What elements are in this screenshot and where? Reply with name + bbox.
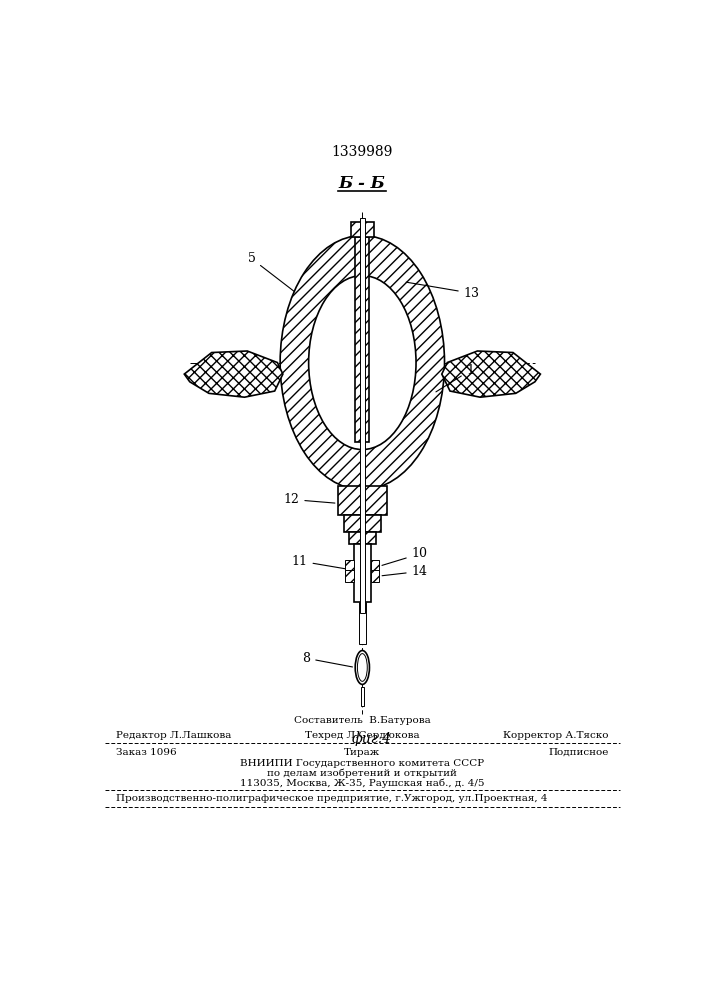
Bar [370,570,380,582]
Bar [338,486,387,515]
Text: Б - Б: Б - Б [339,175,386,192]
Bar [370,560,380,572]
Text: Производственно-полиграфическое предприятие, г.Ужгород, ул.Проектная, 4: Производственно-полиграфическое предприя… [116,794,547,803]
Text: по делам изобретений и открытий: по делам изобретений и открытий [267,769,457,778]
Text: Тираж: Тираж [344,748,380,757]
Text: 10: 10 [382,547,428,565]
Text: 14: 14 [382,565,428,578]
Text: 12: 12 [284,493,335,506]
Text: Подписное: Подписное [549,748,609,757]
Text: 5: 5 [247,252,294,292]
Bar [361,687,364,706]
Bar [354,544,370,602]
Bar [345,570,354,582]
Bar [344,515,381,532]
Polygon shape [442,351,540,397]
Bar [345,560,354,572]
Text: Составитель  В.Батурова: Составитель В.Батурова [294,716,431,725]
Polygon shape [185,351,283,397]
Bar [355,237,370,442]
Text: 1: 1 [436,364,474,392]
Text: 8: 8 [303,652,353,667]
Text: 1339989: 1339989 [332,145,393,159]
Text: Техред Л.Сердюкова: Техред Л.Сердюкова [305,732,420,740]
Ellipse shape [358,654,367,681]
Text: Заказ 1096: Заказ 1096 [116,748,176,757]
Bar [360,218,365,613]
Ellipse shape [309,276,416,450]
Text: 13: 13 [406,282,480,300]
Text: Корректор А.Тяско: Корректор А.Тяско [503,732,609,740]
Text: фиг.4: фиг.4 [351,731,392,746]
Text: 113035, Москва, Ж-35, Раушская наб., д. 4/5: 113035, Москва, Ж-35, Раушская наб., д. … [240,779,484,788]
Bar [351,222,374,237]
Ellipse shape [280,235,445,490]
Bar [349,532,376,544]
Text: Редактор Л.Лашкова: Редактор Л.Лашкова [116,732,231,740]
Bar [358,602,366,644]
Text: 11: 11 [291,555,351,570]
Ellipse shape [355,651,370,684]
Text: ВНИИПИ Государственного комитета СССР: ВНИИПИ Государственного комитета СССР [240,759,484,768]
